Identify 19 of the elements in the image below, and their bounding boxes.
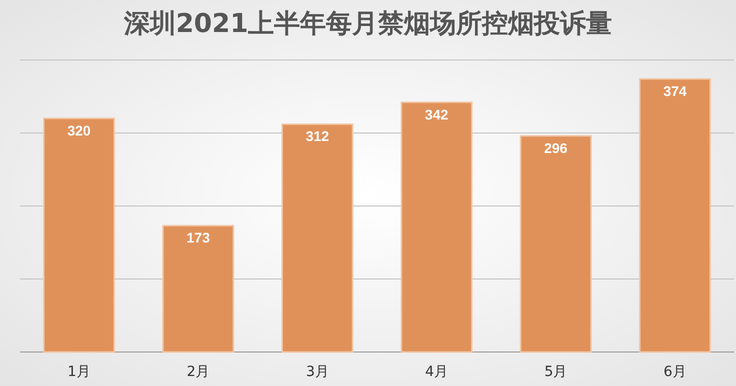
x-tick-label: 6月 — [664, 364, 686, 380]
data-label: 312 — [306, 128, 330, 144]
bar — [520, 135, 592, 353]
bar — [639, 78, 711, 353]
data-label: 173 — [186, 230, 210, 246]
x-tick-label: 3月 — [306, 364, 329, 380]
bar — [43, 118, 115, 353]
data-label: 296 — [544, 140, 568, 156]
chart-title: 深圳2021上半年每月禁烟场所控烟投诉量 — [122, 9, 612, 39]
x-tick-label: 4月 — [425, 364, 448, 380]
x-tick-label: 1月 — [68, 364, 90, 380]
bar — [281, 123, 354, 353]
bar — [162, 224, 234, 353]
data-label: 342 — [424, 106, 448, 122]
x-tick-label: 2月 — [186, 364, 210, 380]
data-label: 320 — [67, 122, 91, 138]
data-label: 374 — [663, 82, 687, 99]
x-tick-label: 5月 — [544, 364, 568, 380]
bar — [400, 102, 473, 353]
